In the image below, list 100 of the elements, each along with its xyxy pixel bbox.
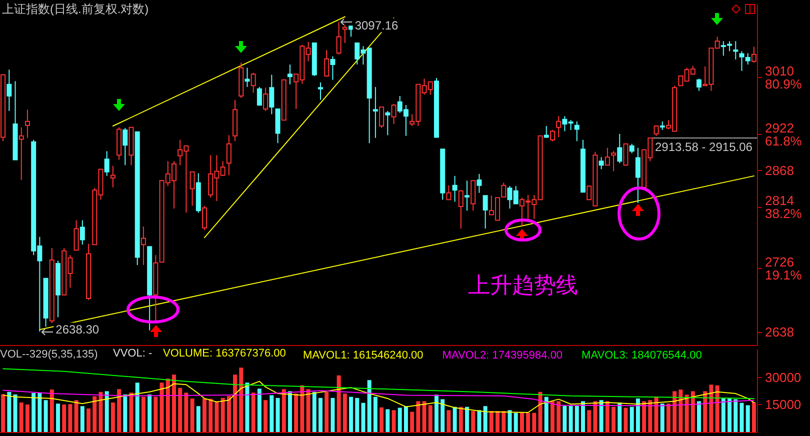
candlestick xyxy=(110,165,116,188)
bar xyxy=(288,391,292,432)
bar xyxy=(373,396,378,432)
bar xyxy=(446,410,451,432)
bar xyxy=(568,406,573,432)
candlestick xyxy=(250,72,256,94)
candlestick xyxy=(556,116,562,138)
bar xyxy=(148,394,152,432)
text: MAVOL1: 161546240.00 xyxy=(303,350,424,362)
bar xyxy=(62,404,66,432)
bar xyxy=(648,400,652,432)
bar xyxy=(526,412,530,432)
bar xyxy=(458,406,463,432)
bar xyxy=(154,396,158,432)
bar xyxy=(654,396,658,432)
bar xyxy=(612,406,616,432)
bar xyxy=(465,406,470,432)
bar xyxy=(294,394,298,432)
bar xyxy=(208,398,213,432)
candlestick xyxy=(244,67,250,88)
line-series xyxy=(2,368,754,399)
bar xyxy=(196,406,200,432)
bar xyxy=(166,378,170,432)
candlestick xyxy=(256,86,262,106)
y-tick-label: 3010 80.9% xyxy=(765,63,802,92)
candlestick xyxy=(604,147,610,166)
bar xyxy=(68,404,72,432)
bar xyxy=(318,398,323,432)
bar xyxy=(13,394,18,432)
bar xyxy=(514,412,518,432)
candlestick xyxy=(470,180,476,212)
bar xyxy=(690,391,695,432)
bar xyxy=(630,406,634,432)
bar xyxy=(728,398,732,432)
bar xyxy=(251,392,256,432)
bar xyxy=(342,394,347,432)
candlestick xyxy=(269,74,274,115)
candlestick xyxy=(574,120,580,142)
bar xyxy=(574,406,579,432)
chart-title: VOL--329(5,35,135) xyxy=(0,348,98,360)
bar xyxy=(721,398,726,432)
bar xyxy=(19,402,24,432)
bar xyxy=(74,400,78,432)
candlestick xyxy=(629,143,634,154)
bar xyxy=(452,406,457,432)
y-tick-label: 15000 xyxy=(765,397,802,412)
bar xyxy=(709,384,714,432)
bar xyxy=(336,375,341,432)
bar xyxy=(129,392,134,432)
candlestick xyxy=(611,150,616,172)
bar xyxy=(684,394,689,432)
bar xyxy=(44,400,48,432)
bar xyxy=(184,392,188,432)
bar xyxy=(477,410,482,432)
bar xyxy=(282,389,286,432)
candlestick xyxy=(6,69,12,112)
bar xyxy=(56,404,60,432)
bar xyxy=(349,396,354,432)
bar xyxy=(483,406,488,432)
bar xyxy=(746,405,750,432)
bar xyxy=(410,412,414,432)
candlestick xyxy=(122,127,128,166)
annotation: 3097.16 xyxy=(354,18,399,32)
bar xyxy=(672,391,677,432)
bar xyxy=(160,382,164,432)
bar xyxy=(80,406,84,432)
candlestick xyxy=(751,46,756,64)
bar xyxy=(110,402,115,432)
y-tick-label: 2638 xyxy=(765,324,794,340)
annotation: 上升趋势线 xyxy=(468,272,578,298)
bar xyxy=(678,390,683,432)
candlestick xyxy=(733,40,738,60)
bar xyxy=(135,382,140,432)
bar xyxy=(7,392,12,432)
candlestick xyxy=(446,184,452,200)
bar xyxy=(257,388,262,432)
bar xyxy=(104,391,109,432)
candlestick xyxy=(190,171,195,206)
candlestick xyxy=(74,220,79,251)
bar xyxy=(593,401,598,432)
candlestick xyxy=(385,110,390,136)
bar xyxy=(404,406,408,432)
bar xyxy=(361,402,366,432)
candlestick xyxy=(342,24,348,44)
bar xyxy=(520,412,524,432)
bar xyxy=(386,409,390,432)
bar xyxy=(220,398,225,432)
y-tick-label: 2868 xyxy=(765,163,794,178)
bar xyxy=(544,396,548,432)
bar xyxy=(172,374,176,432)
bar xyxy=(440,399,445,432)
bar xyxy=(666,404,670,432)
chart-title: 上证指数(日线.前复权.对数) xyxy=(2,2,149,16)
candlestick xyxy=(348,26,354,38)
bar xyxy=(32,393,36,432)
bar xyxy=(367,380,372,432)
bar xyxy=(642,401,646,432)
bar xyxy=(532,412,536,432)
y-tick-label: 2922 61.8% xyxy=(765,120,802,149)
candlestick xyxy=(598,156,604,170)
